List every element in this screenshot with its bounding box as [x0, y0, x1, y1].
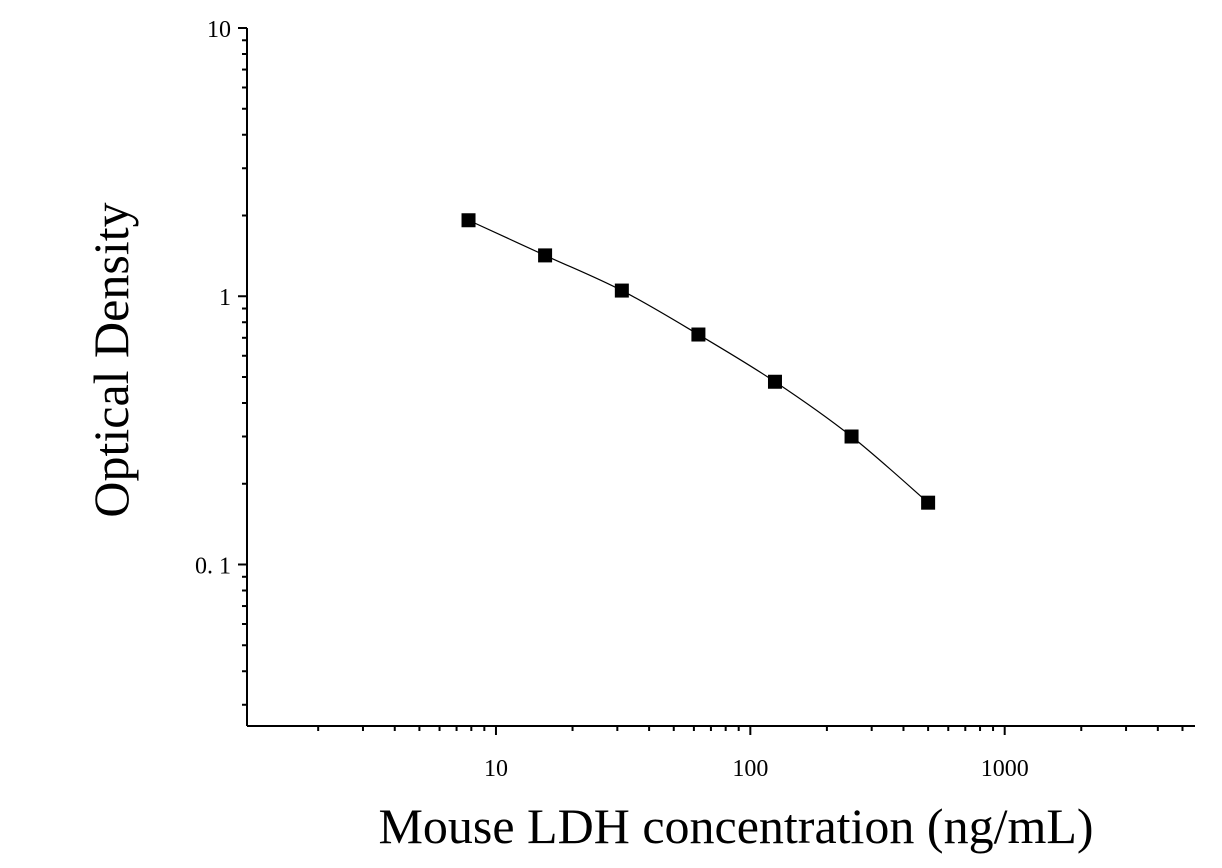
x-axis-title: Mouse LDH concentration (ng/mL) [378, 798, 1093, 854]
y-tick-label: 1 [219, 285, 231, 311]
x-tick-label: 10 [484, 756, 508, 782]
data-point [538, 248, 553, 263]
x-tick-labels: 10 100 1000 [484, 756, 1029, 782]
data-points [461, 213, 936, 510]
data-point [691, 327, 706, 342]
y-tick-labels: 10 1 0. 1 [195, 17, 231, 579]
x-tick-label: 100 [732, 756, 768, 782]
data-point [767, 374, 782, 389]
fit-curve [468, 219, 929, 504]
y-ticks [238, 27, 247, 706]
data-point [614, 283, 629, 298]
data-point [461, 213, 476, 228]
x-ticks [317, 726, 1184, 735]
y-tick-label: 0. 1 [195, 553, 231, 579]
y-axis-title: Optical Density [83, 202, 139, 517]
y-tick-label: 10 [207, 17, 231, 43]
axes-group [246, 28, 1195, 727]
data-point [844, 429, 859, 444]
data-point [921, 495, 936, 510]
x-tick-label: 1000 [981, 756, 1029, 782]
